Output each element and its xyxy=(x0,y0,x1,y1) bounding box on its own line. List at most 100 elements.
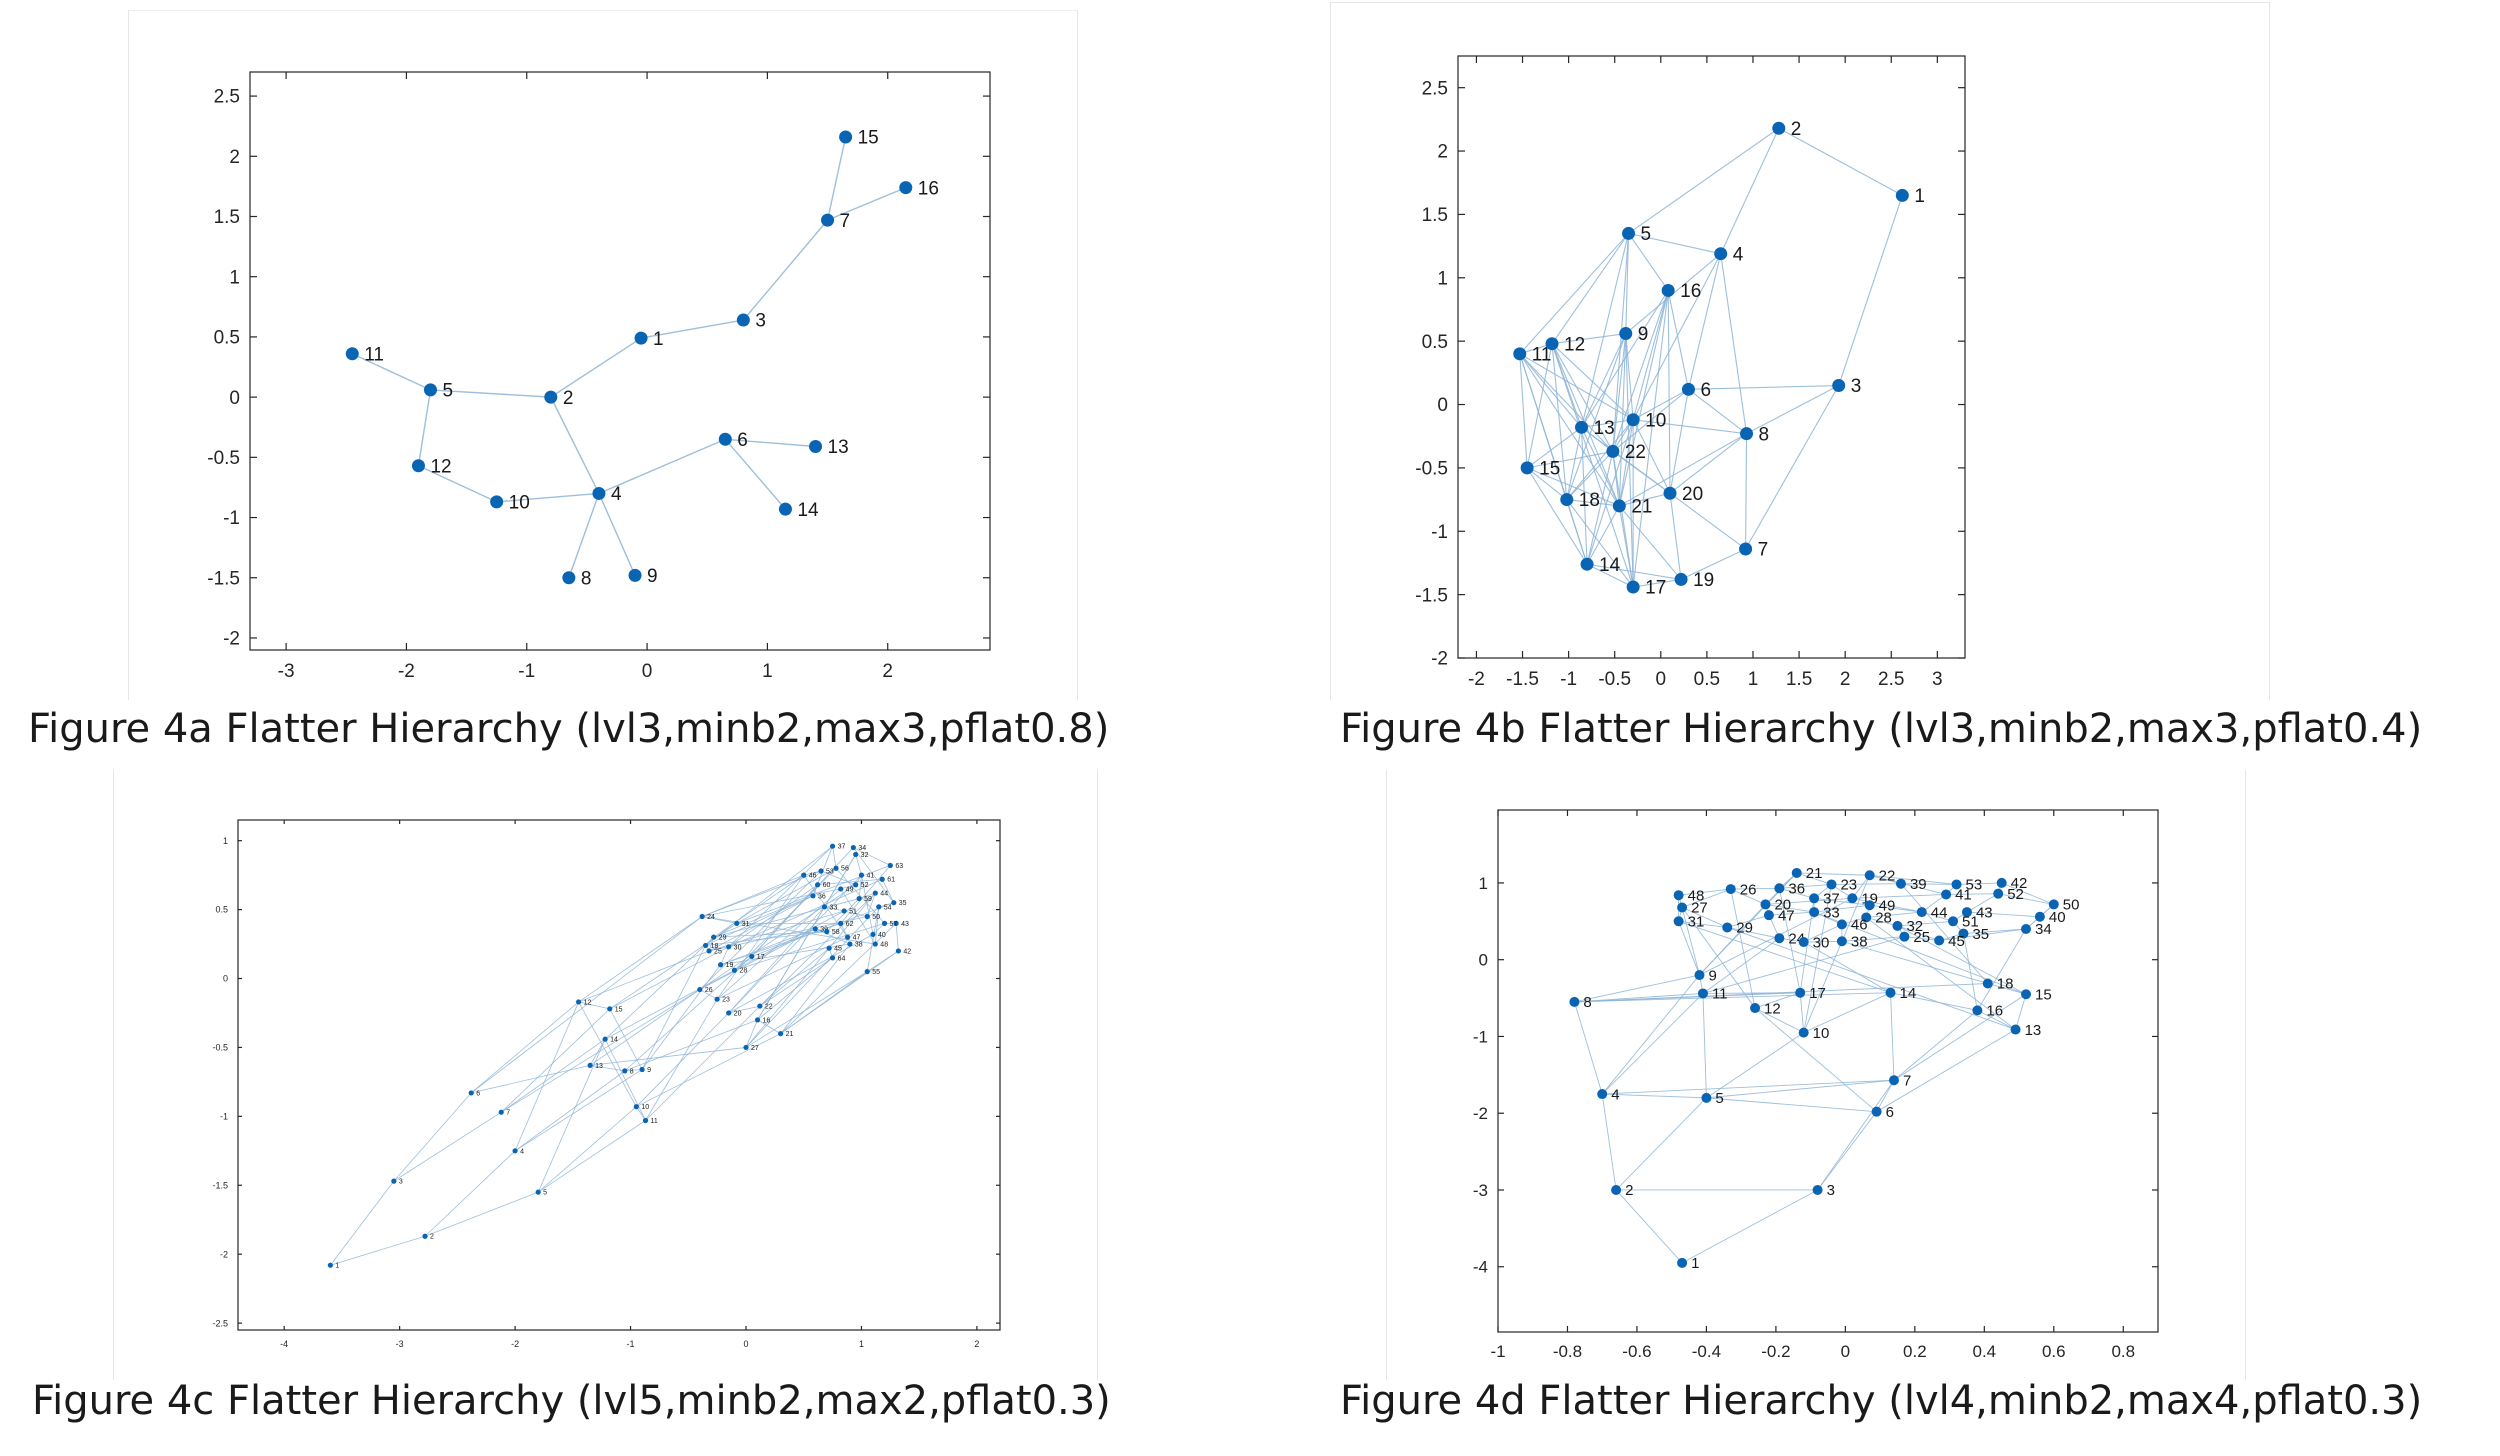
node-label: 38 xyxy=(1851,934,1868,951)
graph-node xyxy=(1812,1184,1823,1195)
graph-node xyxy=(1958,928,1969,939)
node-label: 29 xyxy=(1736,920,1753,937)
graph-edge xyxy=(1581,333,1627,428)
graph-node xyxy=(826,945,832,951)
graph-node xyxy=(1847,893,1858,904)
graph-edge xyxy=(418,465,497,503)
graph-edge xyxy=(1796,872,1870,876)
node-label: 4 xyxy=(1733,244,1744,265)
graph-edge xyxy=(840,865,891,924)
graph-edge xyxy=(1939,928,2027,941)
graph-edge xyxy=(1900,883,1957,885)
graph-edge xyxy=(1612,233,1630,452)
graph-edge xyxy=(1586,563,1634,588)
graph-node xyxy=(1948,916,1959,927)
node-label: 10 xyxy=(509,493,530,514)
graph-edge xyxy=(501,1038,606,1113)
graph-node xyxy=(734,920,740,926)
node-label: 53 xyxy=(1966,877,1983,894)
graph-edge xyxy=(1803,875,1871,1033)
graph-node xyxy=(1681,382,1695,396)
graph-edge xyxy=(1625,233,1630,334)
graph-node xyxy=(1560,493,1574,507)
graph-edge xyxy=(1876,1029,2016,1113)
node-label: 18 xyxy=(711,943,719,950)
graph-edge xyxy=(604,1038,646,1121)
graph-node xyxy=(1982,978,1993,989)
graph-edge xyxy=(424,1150,516,1237)
graph-edge xyxy=(1893,993,2027,1081)
node-label: 41 xyxy=(866,873,874,880)
graph-edge xyxy=(1551,343,1614,452)
graph-edge xyxy=(757,1019,781,1034)
node-label: 6 xyxy=(1886,1104,1894,1121)
graph-edge xyxy=(1618,333,1627,506)
graph-node xyxy=(2034,911,2045,922)
graph-edge xyxy=(1746,385,1839,435)
graph-edge xyxy=(1612,450,1671,494)
graph-edge xyxy=(1574,992,1891,1003)
graph-edge xyxy=(1669,493,1682,580)
graph-node xyxy=(699,913,705,920)
node-label: 28 xyxy=(739,968,747,975)
graph-node xyxy=(498,1109,504,1115)
node-label: 33 xyxy=(1823,904,1840,921)
graph-edge xyxy=(728,934,874,1014)
node-label: 1 xyxy=(335,1263,339,1270)
graph-node xyxy=(881,920,888,926)
node-label: 63 xyxy=(895,863,903,870)
node-label: 26 xyxy=(1740,881,1757,898)
x-tick-label: -0.4 xyxy=(1692,1342,1721,1361)
graph-edge xyxy=(1615,1189,1683,1264)
node-label: 3 xyxy=(1827,1182,1835,1199)
graph-edge xyxy=(1803,941,1891,994)
node-label: 27 xyxy=(1691,900,1708,917)
node-label: 40 xyxy=(2049,909,2066,926)
node-label: 62 xyxy=(846,921,854,928)
graph-edge xyxy=(1526,467,1568,501)
graph-edge xyxy=(1897,925,1940,941)
node-label: 43 xyxy=(1976,904,1993,921)
graph-edge xyxy=(1838,195,1903,386)
graph-edge xyxy=(745,971,868,1048)
graph-edge xyxy=(2015,994,2027,1030)
graph-edge xyxy=(645,998,718,1121)
graph-node xyxy=(1885,987,1896,998)
graph-edge xyxy=(1852,897,1922,913)
node-label: 11 xyxy=(1712,986,1728,1003)
node-label: 40 xyxy=(878,932,886,939)
graph-edge xyxy=(728,874,862,1014)
node-label: 3 xyxy=(399,1179,403,1186)
graph-node xyxy=(1513,347,1527,361)
graph-edge xyxy=(1897,920,1954,927)
graph-edge xyxy=(1681,1189,1818,1264)
y-tick-label: -1.5 xyxy=(212,1180,228,1190)
graph-edge xyxy=(895,923,899,951)
graph-node xyxy=(602,1036,608,1042)
node-label: 48 xyxy=(880,942,888,949)
node-label: 11 xyxy=(364,344,384,365)
graph-node xyxy=(1934,935,1945,946)
graph-edge xyxy=(872,923,885,935)
graph-edge xyxy=(881,879,895,903)
graph-edge xyxy=(1519,353,1528,468)
graph-edge xyxy=(1963,933,1978,1011)
node-label: 22 xyxy=(1625,442,1646,463)
graph-edge xyxy=(742,219,829,321)
figure-4b-caption: Figure 4b Flatter Hierarchy (lvl3,minb2,… xyxy=(1340,706,2423,752)
graph-node xyxy=(1763,910,1774,921)
graph-edge xyxy=(1678,888,1731,896)
graph-node xyxy=(841,908,847,914)
graph-node xyxy=(757,1003,763,1009)
graph-edge xyxy=(1526,426,1582,469)
graph-node xyxy=(858,872,865,878)
node-label: 16 xyxy=(763,1017,771,1024)
node-label: 51 xyxy=(849,908,857,915)
graph-edge xyxy=(1619,492,1671,507)
graph-node xyxy=(2048,899,2059,910)
graph-edge xyxy=(1586,505,1620,565)
y-tick-label: 0.5 xyxy=(1422,332,1448,353)
node-label: 46 xyxy=(809,873,817,880)
graph-node xyxy=(1714,247,1728,261)
node-label: 56 xyxy=(841,866,849,873)
